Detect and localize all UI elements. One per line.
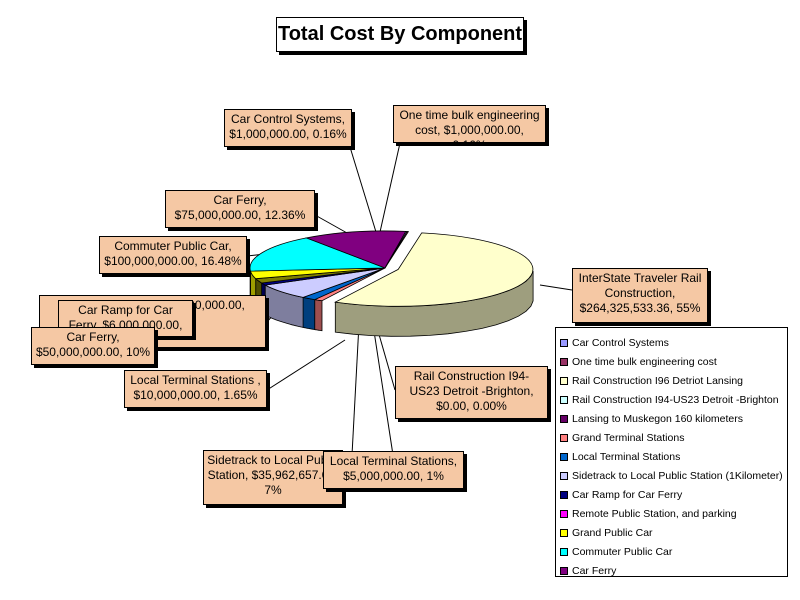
legend-item: Car Control Systems [556,333,787,352]
legend-label: Sidetrack to Local Public Station (1Kilo… [572,469,783,482]
pie-slices [249,230,534,337]
legend-label: Car Ramp for Car Ferry [572,488,683,501]
legend-swatch [560,509,568,518]
legend-label: Grand Public Car [572,526,653,539]
data-label-car-ferry-75: Car Ferry, $75,000,000.00, 12.36% [165,190,315,228]
legend-item: Local Terminal Stations [556,447,787,466]
legend-swatch [560,395,568,404]
slice-one-time [384,231,410,269]
legend-swatch [560,357,568,366]
legend-swatch [560,471,568,480]
data-label-local-terminal-1: Local Terminal Stations, $5,000,000.00, … [323,451,464,489]
legend-item: Commuter Public Car [556,542,787,561]
legend-label: Local Terminal Stations [572,450,681,463]
legend-label: Car Control Systems [572,336,669,349]
slice-car-ferry-75 [304,230,407,269]
data-label-car-control: Car Control Systems, $1,000,000.00, 0.16… [224,109,352,147]
slice-commuter [249,237,386,272]
legend-label: Lansing to Muskegon 160 kilometers [572,412,744,425]
legend-item: Rail Construction I94-US23 Detroit -Brig… [556,390,787,409]
legend-item: One time bulk engineering cost [556,352,787,371]
legend-label: Commuter Public Car [572,545,673,558]
legend-item: Car Ramp for Car Ferry [556,485,787,504]
legend-swatch [560,376,568,385]
legend-label: Grand Terminal Stations [572,431,685,444]
legend-label: Rail Construction I94-US23 Detroit -Brig… [572,393,779,406]
leader-line [379,142,401,233]
legend-item: Grand Terminal Stations [556,428,787,447]
legend-item: Grand Public Car [556,523,787,542]
legend-swatch [560,528,568,537]
legend-item: Sidetrack to Local Public Station (1Kilo… [556,466,787,485]
legend-item: Car Ferry [556,561,787,580]
data-label-sidetrack: Sidetrack to Local Public Station, $35,9… [203,450,343,505]
slice-grand-terminal-side [314,299,323,332]
legend-label: One time bulk engineering cost [572,355,717,368]
slice-interstate-rail [334,232,534,307]
chart-title: Total Cost By Component [276,17,524,52]
legend-swatch [560,414,568,423]
data-label-interstate: InterState Traveler Rail Construction, $… [572,268,708,323]
leader-line [539,284,573,291]
legend-label: Remote Public Station, and parking [572,507,737,520]
legend-swatch [560,338,568,347]
legend-label: Car Ferry [572,564,617,577]
legend-swatch [560,566,568,575]
legend-swatch [560,490,568,499]
chart-legend: Car Control Systems One time bulk enginee… [555,327,788,577]
legend-swatch [560,547,568,556]
leader-line [349,146,377,233]
data-label-commuter: Commuter Public Car, $100,000,000.00, 16… [99,236,247,274]
legend-item: Lansing to Muskegon 160 kilometers [556,409,787,428]
data-label-local-terminal-165: Local Terminal Stations , $10,000,000.00… [124,370,267,408]
slice-local-terminal-side [302,296,316,331]
legend-item: Remote Public Station, and parking [556,504,787,523]
legend-item: Rail Construction I96 Detriot Lansing [556,371,787,390]
data-label-rail-i94: Rail Construction I94-US23 Detroit -Brig… [395,366,548,419]
legend-swatch [560,452,568,461]
leader-line [266,339,346,391]
legend-label: Rail Construction I96 Detriot Lansing [572,374,744,387]
data-label-one-time: One time bulk engineering cost, $1,000,0… [393,105,546,143]
data-label-car-ferry-50: Car Ferry, $50,000,000.00, 10% [31,327,155,365]
legend-swatch [560,433,568,442]
